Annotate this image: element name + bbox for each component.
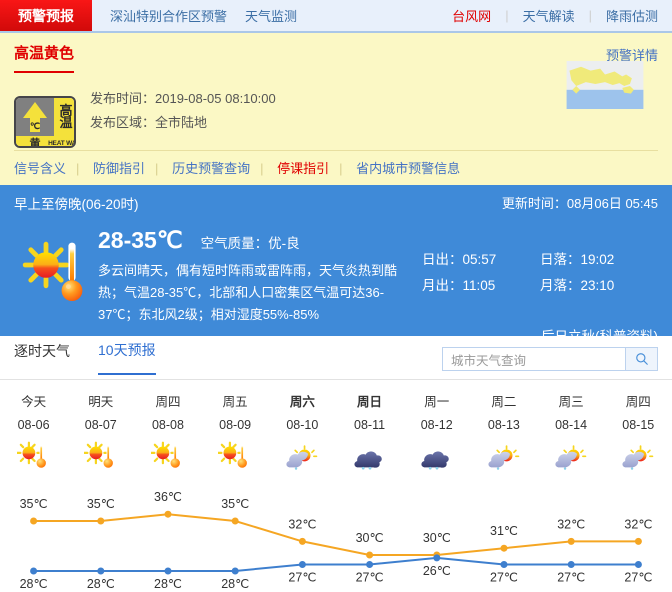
svg-text:26℃: 26℃ xyxy=(423,564,451,578)
svg-text:28℃: 28℃ xyxy=(221,577,249,591)
svg-text:27℃: 27℃ xyxy=(624,571,652,585)
svg-text:32℃: 32℃ xyxy=(557,517,585,531)
svg-text:32℃: 32℃ xyxy=(288,517,316,531)
svg-text:30℃: 30℃ xyxy=(423,531,451,545)
svg-text:35℃: 35℃ xyxy=(221,497,249,511)
svg-text:27℃: 27℃ xyxy=(557,571,585,585)
svg-text:30℃: 30℃ xyxy=(356,531,384,545)
svg-text:35℃: 35℃ xyxy=(20,497,48,511)
svg-text:℃: ℃ xyxy=(30,121,40,131)
svg-text:36℃: 36℃ xyxy=(154,490,182,504)
svg-text:28℃: 28℃ xyxy=(20,577,48,591)
svg-text:28℃: 28℃ xyxy=(87,577,115,591)
svg-text:27℃: 27℃ xyxy=(490,571,518,585)
svg-text:32℃: 32℃ xyxy=(624,517,652,531)
svg-text:27℃: 27℃ xyxy=(288,571,316,585)
svg-text:28℃: 28℃ xyxy=(154,577,182,591)
svg-text:35℃: 35℃ xyxy=(87,497,115,511)
svg-text:31℃: 31℃ xyxy=(490,524,518,538)
svg-text:27℃: 27℃ xyxy=(356,571,384,585)
